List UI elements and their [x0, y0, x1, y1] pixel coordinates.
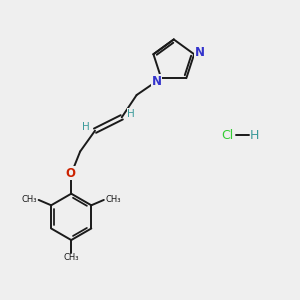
Text: CH₃: CH₃ — [22, 195, 37, 204]
Text: CH₃: CH₃ — [64, 254, 79, 262]
Text: Cl: Cl — [221, 129, 233, 142]
Text: H: H — [249, 129, 259, 142]
Text: H: H — [82, 122, 90, 132]
Text: H: H — [128, 109, 135, 119]
Text: N: N — [194, 46, 205, 59]
Text: CH₃: CH₃ — [105, 195, 121, 204]
Text: O: O — [66, 167, 76, 180]
Text: N: N — [152, 75, 162, 88]
